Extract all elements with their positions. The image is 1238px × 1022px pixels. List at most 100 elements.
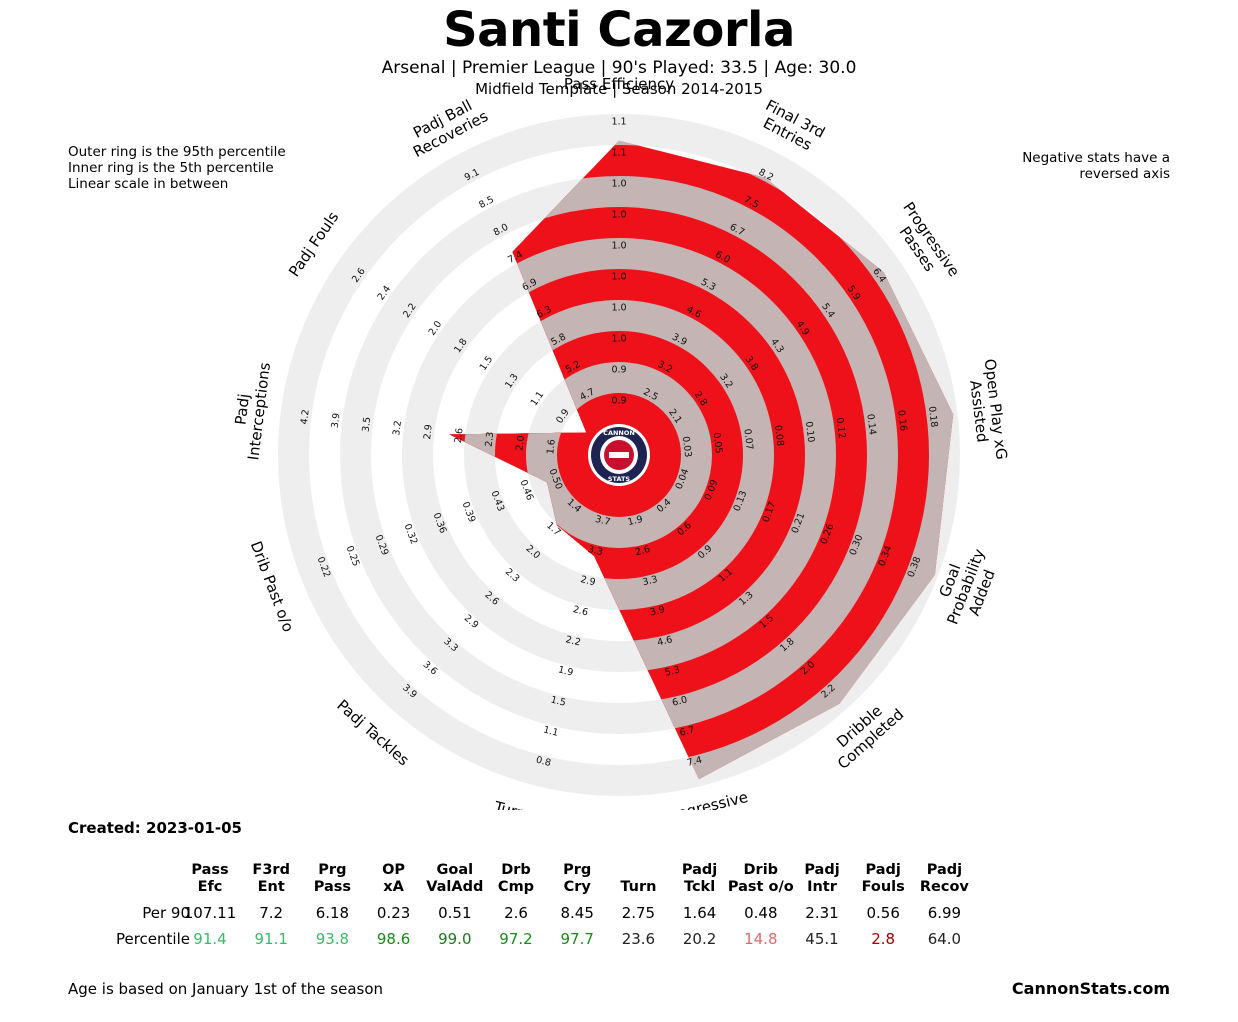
tick-label: 1.9 <box>627 514 644 528</box>
tick-label: 3.3 <box>641 574 658 588</box>
tick-label: 7.4 <box>686 755 703 769</box>
tick-label: 1.0 <box>611 179 626 190</box>
tick-label: 3.9 <box>330 412 343 428</box>
table-cell: 91.1 <box>254 930 288 948</box>
row-label: Per 90 <box>142 904 190 922</box>
tick-label: 3.5 <box>361 416 374 432</box>
table-cell: 97.2 <box>499 930 533 948</box>
tick-label: 1.1 <box>542 725 559 739</box>
site-credit: CannonStats.com <box>1011 979 1170 998</box>
table-cell: 2.8 <box>871 930 896 948</box>
created-date: Created: 2023-01-05 <box>68 819 242 837</box>
column-header: Prg Cry <box>563 862 592 895</box>
tick-label: 2.9 <box>422 424 435 440</box>
logo-text-top: CANNON <box>603 429 635 437</box>
table-cell: 2.75 <box>621 904 656 922</box>
cannon-stats-logo: CANNON STATS <box>588 424 650 486</box>
tick-label: 3.9 <box>649 604 666 618</box>
table-cell: 99.0 <box>438 930 472 948</box>
tick-label: 2.6 <box>453 427 466 443</box>
tick-label: 1.6 <box>545 439 558 455</box>
table-cell: 6.99 <box>927 904 962 922</box>
table-cell: 6.18 <box>315 904 350 922</box>
tick-label: 6.0 <box>671 694 688 708</box>
column-header: Padj Tckl <box>681 862 718 895</box>
tick-label: 1.0 <box>611 303 626 314</box>
axis-label: Pass Efficiency <box>564 75 674 93</box>
player-name: Santi Cazorla <box>443 2 795 58</box>
tick-label: 0.08 <box>772 424 785 446</box>
tick-label: 3.3 <box>587 544 604 558</box>
tick-label: 1.0 <box>611 334 626 345</box>
tick-label: 0.10 <box>803 421 816 443</box>
tick-label: 1.1 <box>611 117 626 128</box>
tick-label: 0.05 <box>711 432 724 454</box>
tick-label: 5.3 <box>664 664 681 678</box>
column-header: Prg Pass <box>313 862 352 895</box>
table-cell: 0.48 <box>744 904 778 922</box>
tick-label: 2.3 <box>484 431 497 447</box>
tick-label: 1.1 <box>611 148 626 159</box>
reversed-axis-note: Negative stats have a reversed axis <box>1022 150 1170 182</box>
table-cell: 107.11 <box>183 904 237 922</box>
tick-label: 0.8 <box>535 755 552 769</box>
table-cell: 20.2 <box>682 930 717 948</box>
table-cell: 14.8 <box>744 930 778 948</box>
column-header: OP xA <box>382 862 406 895</box>
tick-label: 2.6 <box>634 544 651 558</box>
tick-label: 6.7 <box>679 725 696 739</box>
table-cell: 23.6 <box>621 930 656 948</box>
tick-label: 0.9 <box>611 365 626 376</box>
radar-chart: 0.90.91.01.01.01.01.01.01.11.12.53.23.94… <box>231 75 1010 810</box>
table-cell: 45.1 <box>805 930 839 948</box>
column-header: Padj Recov <box>919 862 969 895</box>
tick-label: 2.9 <box>579 574 596 588</box>
axis-label: Drib Past o/o <box>247 539 298 635</box>
column-header: Padj Intr <box>804 862 840 895</box>
column-header: F3rd Ent <box>252 862 290 895</box>
table-cell: 2.6 <box>504 904 528 922</box>
tick-label: 3.2 <box>391 420 404 436</box>
column-header: Padj Fouls <box>861 862 905 895</box>
tick-label: 1.0 <box>611 241 626 252</box>
tick-label: 1.0 <box>611 210 626 221</box>
table-cell: 98.6 <box>376 930 411 948</box>
tick-label: 0.9 <box>611 396 626 407</box>
table-cell: 2.31 <box>805 904 839 922</box>
table-cell: 0.23 <box>376 904 411 922</box>
tick-label: 0.16 <box>895 409 908 431</box>
tick-label: 1.5 <box>550 694 567 708</box>
tick-label: 3.7 <box>594 514 611 528</box>
table-cell: 0.51 <box>438 904 472 922</box>
column-header: Drb Cmp <box>497 862 535 895</box>
subtitle: Arsenal | Premier League | 90's Played: … <box>381 58 857 78</box>
table-cell: 91.4 <box>193 930 227 948</box>
table-cell: 8.45 <box>560 904 594 922</box>
column-header: Turn <box>620 879 657 895</box>
tick-label: 0.18 <box>926 406 939 428</box>
tick-label: 2.0 <box>514 435 527 451</box>
tick-label: 0.14 <box>864 413 877 435</box>
table-cell: 0.56 <box>866 904 900 922</box>
template-season: Midfield Template | Season 2014-2015 <box>475 80 763 98</box>
column-header: Pass Efc <box>191 862 229 895</box>
logo-text-bottom: STATS <box>608 475 631 483</box>
tick-label: 4.2 <box>299 409 312 425</box>
tick-label: 0.12 <box>834 417 847 439</box>
row-label: Percentile <box>115 930 190 948</box>
tick-label: 2.6 <box>572 604 589 618</box>
tick-label: 1.0 <box>611 272 626 283</box>
column-header: Goal ValAdd <box>426 862 484 895</box>
tick-label: 0.03 <box>680 436 693 458</box>
tick-label: 4.6 <box>656 634 673 648</box>
tick-label: 1.9 <box>557 664 574 678</box>
age-footnote: Age is based on January 1st of the seaso… <box>68 980 384 998</box>
axis-label: Turnovers <box>492 798 568 810</box>
table-cell: 1.64 <box>682 904 717 922</box>
tick-label: 2.2 <box>564 634 581 648</box>
table-cell: 97.7 <box>560 930 594 948</box>
table-cell: 93.8 <box>315 930 350 948</box>
table-cell: 7.2 <box>259 904 284 922</box>
tick-label: 0.07 <box>741 428 754 450</box>
scale-note: Outer ring is the 95th percentile Inner … <box>68 144 286 192</box>
